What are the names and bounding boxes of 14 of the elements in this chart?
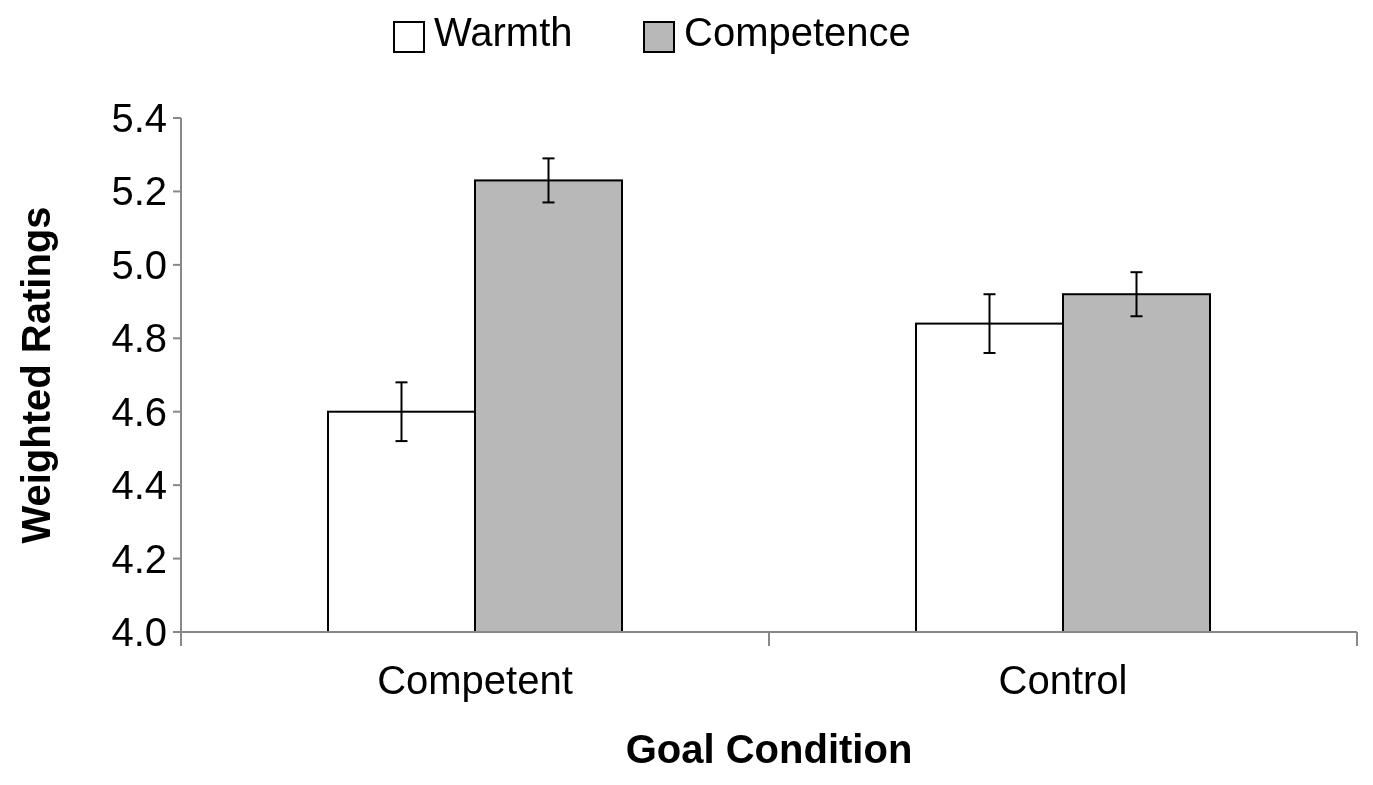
y-tick-label: 4.2 <box>111 536 167 581</box>
x-tick-label: Competent <box>377 658 573 702</box>
x-tick-label: Control <box>998 658 1128 702</box>
y-tick-label: 4.0 <box>111 610 167 654</box>
y-tick-label: 4.4 <box>111 463 167 508</box>
y-tick-label: 5.4 <box>111 96 167 140</box>
y-tick-label: 4.8 <box>111 316 167 361</box>
y-axis-title: Weighted Ratings <box>14 206 58 544</box>
x-axis-title: Goal Condition <box>625 727 913 771</box>
legend-label: Warmth <box>434 10 573 54</box>
y-tick-label: 4.6 <box>111 389 167 434</box>
y-tick-label: 5.0 <box>111 242 167 287</box>
legend-label: Competence <box>684 10 911 54</box>
y-tick-label: 5.2 <box>111 169 167 214</box>
